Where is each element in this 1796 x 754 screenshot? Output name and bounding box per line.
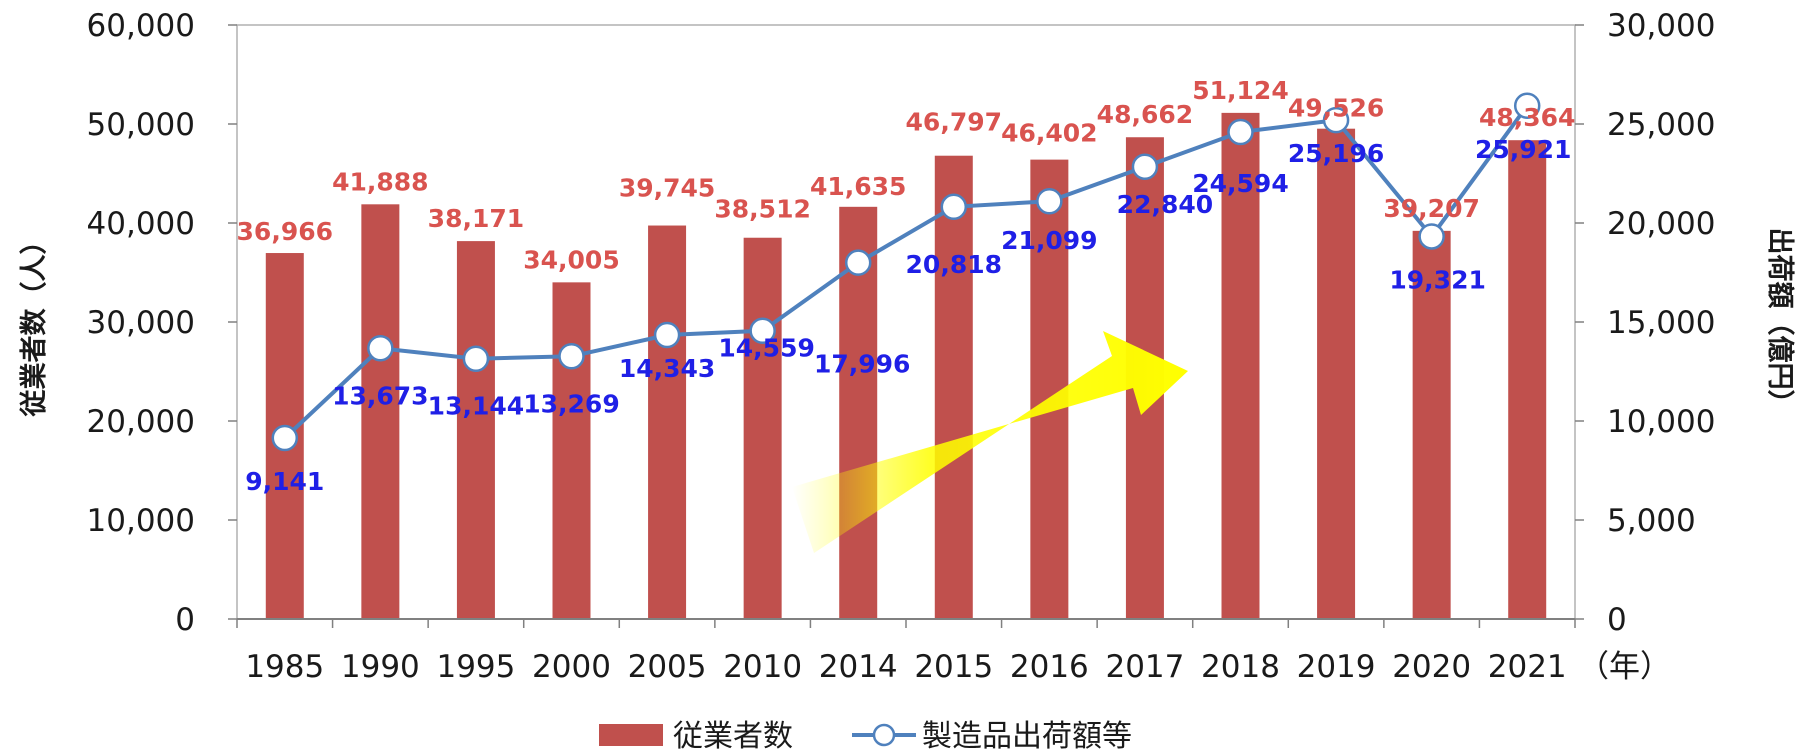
line-label-2000: 13,269 bbox=[523, 389, 619, 418]
bar-label-2017: 48,662 bbox=[1097, 100, 1193, 129]
x-tick-label: 2021 bbox=[1488, 649, 1567, 685]
x-tick-label: 2018 bbox=[1201, 649, 1280, 685]
point-1985 bbox=[271, 424, 299, 452]
point-1990 bbox=[367, 335, 394, 362]
bar-1995 bbox=[456, 241, 495, 619]
line-label-1990: 13,673 bbox=[332, 381, 428, 410]
point-2018 bbox=[1227, 118, 1254, 146]
line-label-2020: 19,321 bbox=[1389, 265, 1485, 294]
bar-label-2015: 46,797 bbox=[906, 108, 1002, 137]
left-tick-label: 30,000 bbox=[87, 305, 195, 341]
left-axis-ticks: 0 10,000 20,000 30,000 40,000 50,000 60,000 bbox=[87, 8, 237, 638]
line-label-1995: 13,144 bbox=[428, 392, 524, 421]
point-2005 bbox=[653, 321, 681, 349]
right-axis-title: 出荷額（億円） bbox=[1764, 228, 1795, 417]
point-2020 bbox=[1418, 223, 1445, 250]
bar-2005 bbox=[648, 225, 687, 619]
legend-marker-shipments bbox=[872, 723, 896, 747]
bar-label-2016: 46,402 bbox=[1001, 119, 1097, 148]
point-2016 bbox=[1036, 187, 1063, 215]
line-label-2017: 22,840 bbox=[1117, 190, 1213, 219]
point-2017 bbox=[1131, 153, 1159, 181]
bar-2015 bbox=[934, 155, 973, 619]
point-2021 bbox=[1513, 92, 1541, 120]
left-axis-title: 従業者数（人） bbox=[19, 228, 50, 418]
point-2000 bbox=[558, 343, 585, 370]
trend-arrow-annotation bbox=[792, 331, 1188, 553]
bar-label-2005: 39,745 bbox=[619, 174, 715, 203]
bar-2021 bbox=[1508, 140, 1547, 619]
right-tick-label: 0 bbox=[1607, 602, 1627, 638]
x-tick-label: 1985 bbox=[245, 649, 324, 685]
right-axis-ticks: 0 5,000 10,000 15,000 20,000 25,000 30,000 bbox=[1575, 8, 1715, 638]
legend-label-employees: 従業者数 bbox=[673, 719, 793, 754]
bar-label-2014: 41,635 bbox=[810, 172, 906, 201]
x-axis-unit: （年） bbox=[1578, 649, 1671, 685]
line-label-2010: 14,559 bbox=[718, 334, 814, 363]
line-label-2014: 17,996 bbox=[814, 350, 910, 379]
x-tick-label: 2019 bbox=[1297, 649, 1376, 685]
point-2015 bbox=[940, 193, 968, 221]
bar-label-2021: 48,364 bbox=[1479, 103, 1575, 132]
bar-label-2010: 38,512 bbox=[714, 195, 810, 224]
bar-2000 bbox=[552, 282, 591, 619]
point-2010 bbox=[749, 317, 776, 344]
right-tick-label: 10,000 bbox=[1607, 404, 1715, 440]
bar-2018 bbox=[1221, 112, 1260, 619]
line-label-2015: 20,818 bbox=[906, 250, 1002, 279]
bar-label-1985: 36,966 bbox=[237, 217, 333, 246]
line-label-2018: 24,594 bbox=[1192, 169, 1288, 198]
left-tick-label: 0 bbox=[175, 602, 195, 638]
x-tick-label: 2005 bbox=[628, 649, 707, 685]
bar-label-2018: 51,124 bbox=[1192, 76, 1288, 105]
x-tick-label: 2020 bbox=[1392, 649, 1471, 685]
point-2019 bbox=[1322, 106, 1350, 134]
line-label-1985: 9,141 bbox=[245, 467, 324, 496]
shipments-line bbox=[283, 104, 1529, 440]
line-label-2005: 14,343 bbox=[619, 354, 715, 383]
x-tick-label: 2010 bbox=[723, 649, 802, 685]
x-tick-label: 2014 bbox=[819, 649, 898, 685]
bar-label-2019: 49,526 bbox=[1288, 94, 1384, 123]
bar-1990 bbox=[361, 204, 400, 619]
left-tick-label: 40,000 bbox=[87, 206, 195, 242]
bar-label-1990: 41,888 bbox=[332, 167, 428, 196]
line-data-labels: 9,141 13,673 13,144 13,26914,34314,55917,99… bbox=[245, 135, 1571, 496]
x-tick-label: 2016 bbox=[1010, 649, 1089, 685]
legend: 従業者数 製造品出荷額等 bbox=[599, 719, 1132, 754]
x-tick-label: 1990 bbox=[341, 649, 420, 685]
left-tick-label: 20,000 bbox=[87, 404, 195, 440]
x-tick-label: 2000 bbox=[532, 649, 611, 685]
bar-label-1995: 38,171 bbox=[428, 204, 524, 233]
right-tick-label: 30,000 bbox=[1607, 8, 1715, 44]
right-tick-label: 25,000 bbox=[1607, 107, 1715, 143]
point-1995 bbox=[462, 345, 490, 372]
x-tick-label: 2017 bbox=[1105, 649, 1184, 685]
bar-label-2020: 39,207 bbox=[1383, 194, 1479, 223]
left-tick-label: 50,000 bbox=[87, 107, 195, 143]
x-axis-ticks: 1985 1990 1995 2000 2005 2010 2014 2015 2016 2017… bbox=[236, 619, 1576, 685]
right-tick-label: 5,000 bbox=[1607, 503, 1696, 539]
point-2014 bbox=[844, 249, 872, 276]
legend-swatch-employees bbox=[599, 724, 663, 746]
line-label-2016: 21,099 bbox=[1001, 226, 1097, 255]
line-label-2021: 25,921 bbox=[1475, 135, 1571, 164]
right-tick-label: 15,000 bbox=[1607, 305, 1715, 341]
bar-2020 bbox=[1412, 230, 1451, 619]
right-tick-label: 20,000 bbox=[1607, 206, 1715, 242]
x-tick-label: 2015 bbox=[914, 649, 993, 685]
bar-label-2000: 34,005 bbox=[523, 245, 619, 274]
x-tick-label: 1995 bbox=[436, 649, 515, 685]
bar-2019 bbox=[1317, 128, 1356, 619]
line-label-2019: 25,196 bbox=[1288, 139, 1384, 168]
left-tick-label: 10,000 bbox=[87, 503, 195, 539]
legend-label-shipments: 製造品出荷額等 bbox=[922, 719, 1132, 754]
left-tick-label: 60,000 bbox=[87, 8, 195, 44]
line-series-shipments bbox=[271, 92, 1541, 452]
bar-2010 bbox=[743, 237, 782, 619]
